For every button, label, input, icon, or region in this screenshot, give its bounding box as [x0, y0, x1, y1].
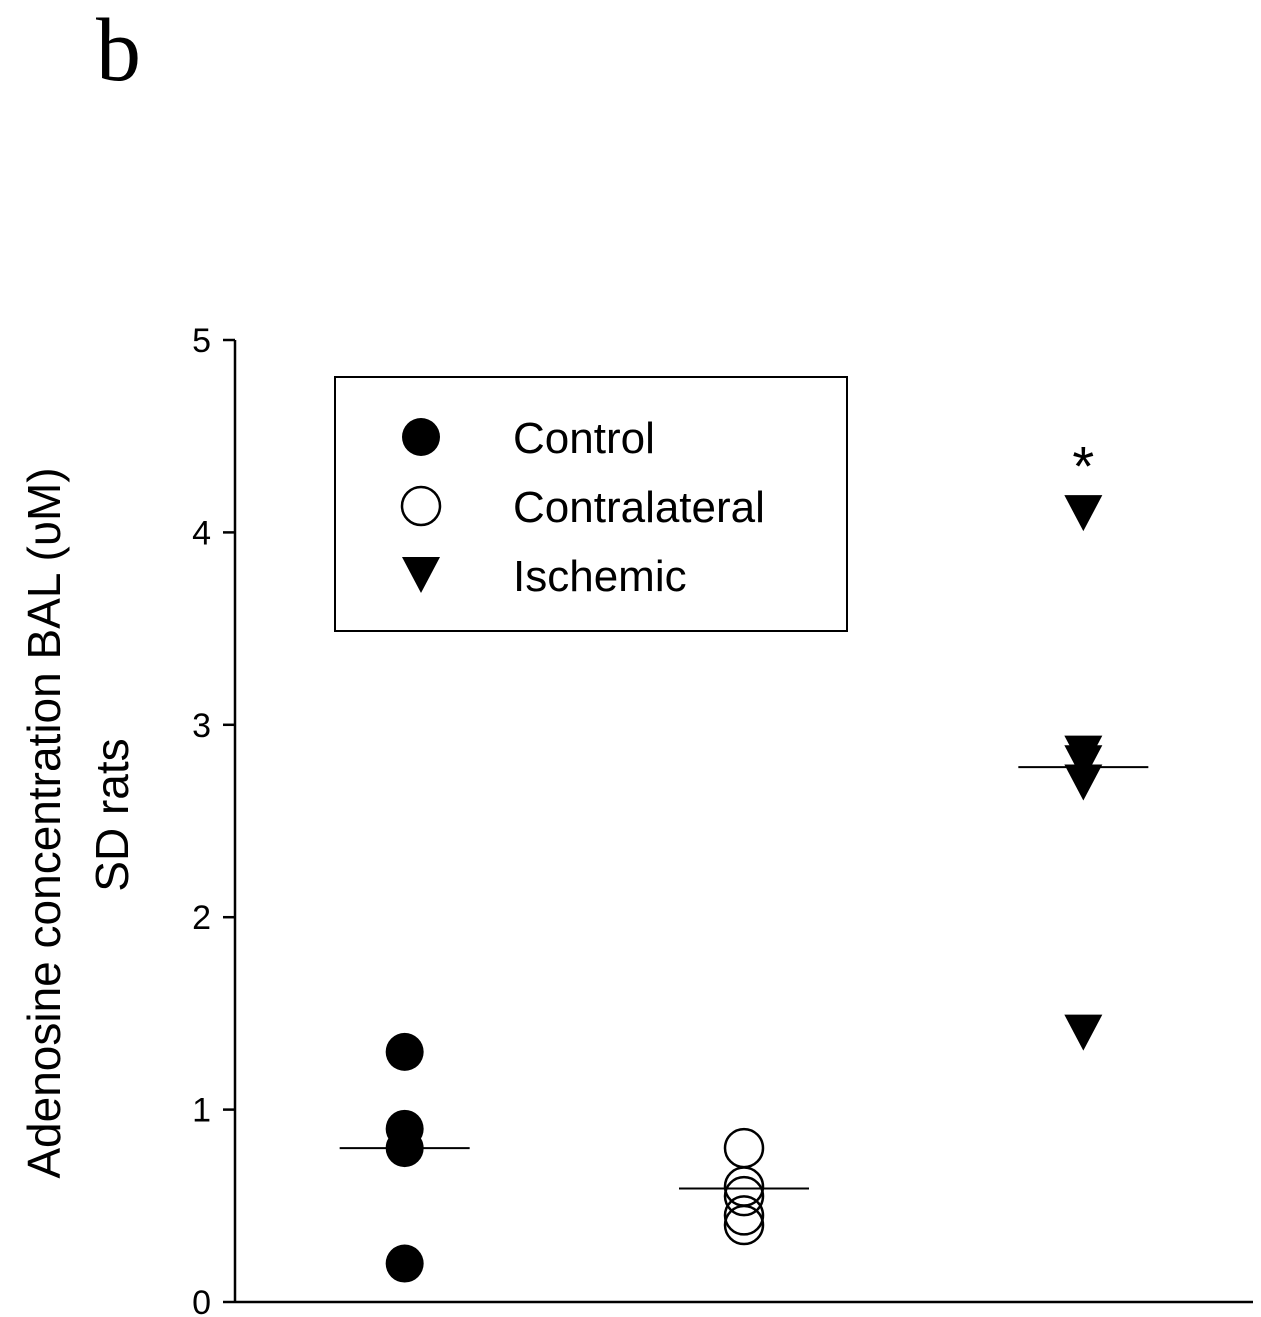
y-axis-title-line-2: SD rats — [86, 738, 138, 891]
data-point — [723, 1166, 765, 1207]
legend-label: Ischemic — [513, 552, 687, 601]
y-tick-label: 1 — [192, 1092, 211, 1130]
legend: Control Contralateral Ischemic — [334, 376, 848, 632]
legend-label: Contralateral — [513, 483, 765, 532]
data-point — [385, 1032, 424, 1071]
data-points — [385, 495, 1103, 1283]
y-tick-label: 4 — [192, 514, 211, 552]
y-tick-label: 5 — [192, 322, 211, 360]
legend-marker — [402, 418, 440, 456]
data-point — [723, 1175, 765, 1217]
significance-asterisk: * — [1072, 434, 1094, 497]
data-point — [1064, 495, 1103, 532]
y-tick-label: 2 — [192, 899, 211, 937]
data-point — [723, 1127, 765, 1169]
data-point — [723, 1195, 765, 1236]
data-point — [1064, 764, 1103, 801]
legend-marker — [402, 557, 440, 593]
y-tick-label: 0 — [192, 1284, 211, 1317]
legend-marker — [400, 485, 442, 527]
data-point — [385, 1244, 424, 1283]
y-ticks: 0 1 2 3 4 5 — [192, 322, 235, 1317]
annotations: * — [1072, 434, 1094, 497]
axes — [233, 340, 1253, 1304]
median-lines — [339, 766, 1149, 1190]
data-point — [1064, 745, 1103, 782]
y-axis-title: Adenosine concentration BAL (υM) SD rats — [18, 467, 138, 1178]
data-point — [723, 1204, 765, 1246]
data-point — [1064, 1014, 1103, 1051]
y-tick-label: 3 — [192, 707, 211, 745]
y-axis-title-line-1: Adenosine concentration BAL (υM) — [18, 467, 70, 1178]
panel-label: b — [96, 1, 141, 100]
legend-label: Control — [513, 414, 655, 463]
